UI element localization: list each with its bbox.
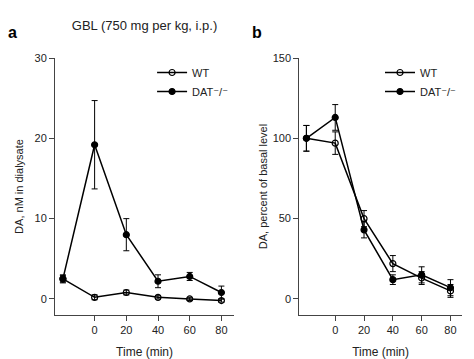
svg-text:50: 50 [279, 212, 291, 224]
svg-text:WT: WT [420, 67, 437, 79]
svg-text:b: b [252, 24, 262, 41]
svg-text:0: 0 [41, 293, 47, 305]
svg-text:40: 40 [152, 324, 164, 336]
svg-text:Time (min): Time (min) [352, 345, 409, 359]
svg-text:80: 80 [215, 324, 227, 336]
svg-text:40: 40 [387, 324, 399, 336]
svg-text:GBL (750 mg per kg, i.p.): GBL (750 mg per kg, i.p.) [72, 18, 217, 33]
svg-text:20: 20 [35, 132, 47, 144]
svg-text:150: 150 [273, 52, 291, 64]
svg-text:a: a [8, 24, 17, 41]
svg-text:100: 100 [273, 132, 291, 144]
svg-text:60: 60 [416, 324, 428, 336]
svg-text:0: 0 [332, 324, 338, 336]
svg-text:DAT⁻/⁻: DAT⁻/⁻ [192, 86, 228, 98]
svg-text:Time (min): Time (min) [116, 345, 173, 359]
svg-text:WT: WT [192, 67, 209, 79]
svg-text:10: 10 [35, 212, 47, 224]
svg-text:60: 60 [184, 324, 196, 336]
svg-text:DA, nM in dialysate: DA, nM in dialysate [13, 139, 25, 234]
svg-text:0: 0 [285, 293, 291, 305]
svg-text:DAT⁻/⁻: DAT⁻/⁻ [420, 86, 456, 98]
svg-text:80: 80 [444, 324, 456, 336]
svg-text:DA, percent of basal level: DA, percent of basal level [257, 124, 269, 249]
svg-text:20: 20 [358, 324, 370, 336]
svg-text:0: 0 [92, 324, 98, 336]
svg-text:30: 30 [35, 52, 47, 64]
svg-text:20: 20 [120, 324, 132, 336]
